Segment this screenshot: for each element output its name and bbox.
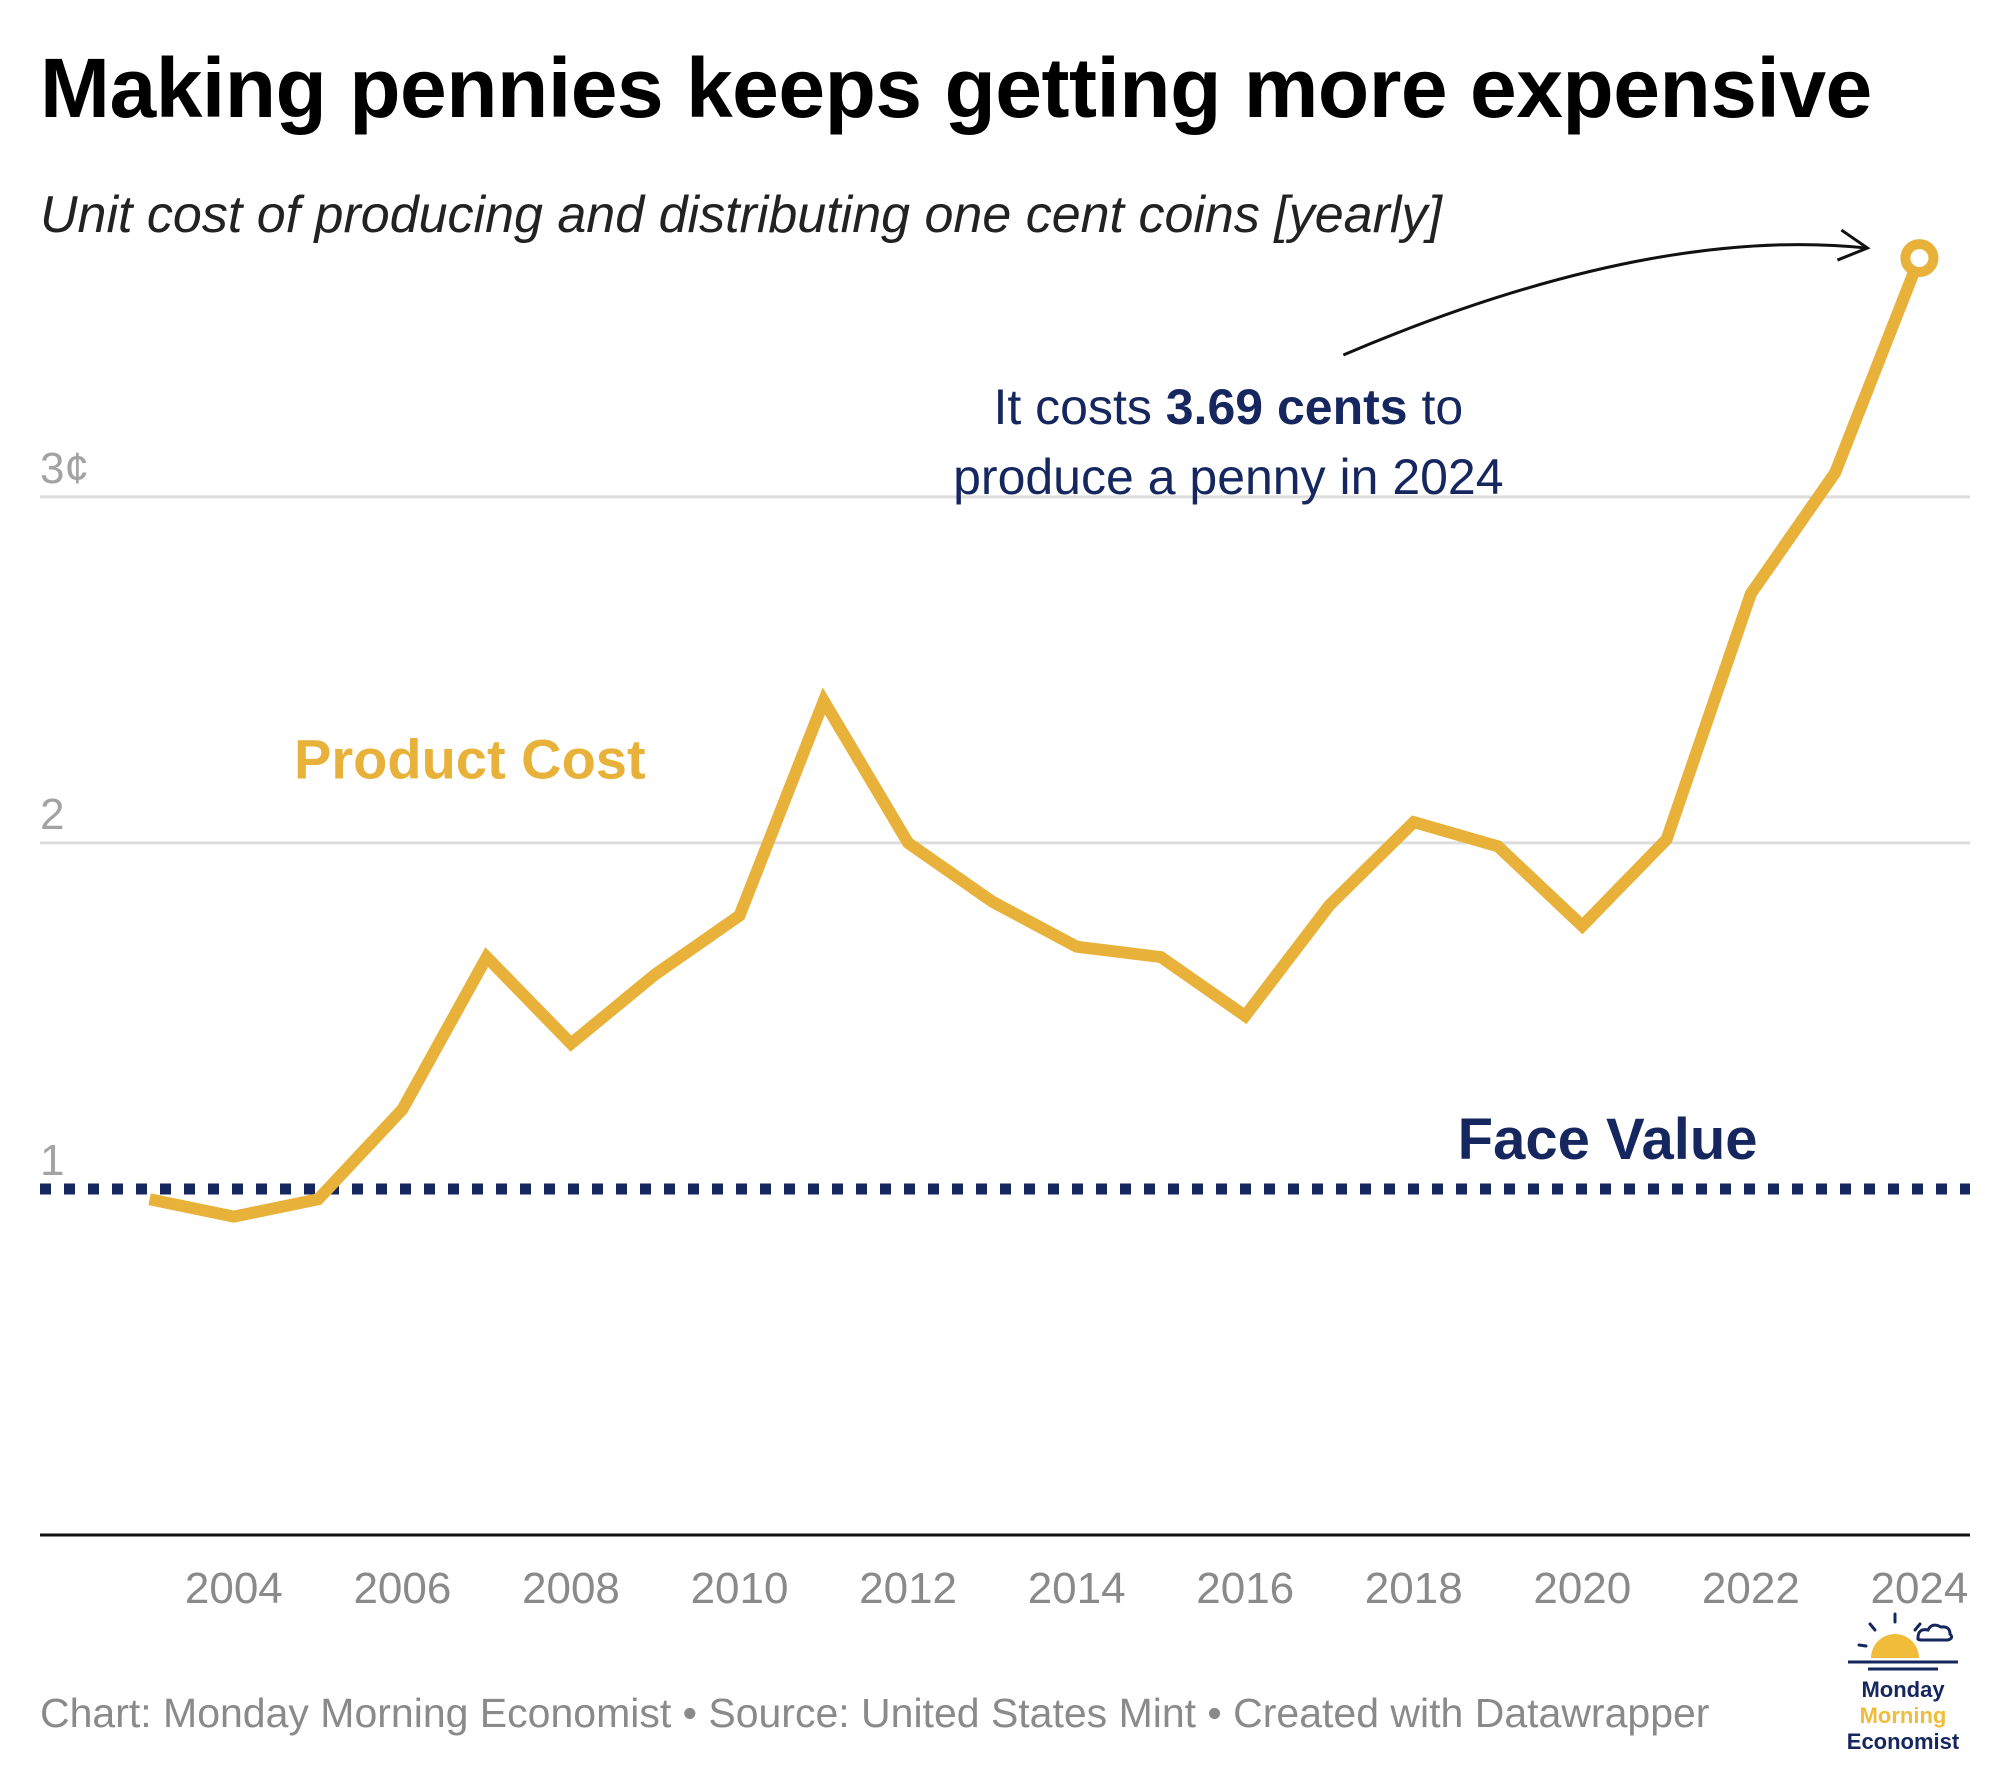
chart-subtitle: Unit cost of producing and distributing … xyxy=(40,186,1442,244)
gridlines xyxy=(40,495,1970,845)
logo-text-economist: Economist xyxy=(1846,1729,1960,1754)
x-tick-label: 2010 xyxy=(691,1564,789,1613)
data-point xyxy=(1492,840,1504,852)
data-point xyxy=(986,896,998,908)
data-point xyxy=(1155,951,1167,963)
data-point xyxy=(902,837,914,849)
annotation-suffix: to xyxy=(1408,379,1464,435)
x-tick-label: 2018 xyxy=(1365,1564,1463,1613)
logo: Monday Morning Economist xyxy=(1838,1612,1968,1755)
data-point xyxy=(481,951,493,963)
x-tick-label: 2020 xyxy=(1533,1564,1631,1613)
x-tick-label: 2008 xyxy=(522,1564,620,1613)
annotation-highlight: 3.69 cents xyxy=(1166,379,1408,435)
x-tick-label: 2022 xyxy=(1702,1564,1800,1613)
x-axis-tick-labels: 2004 2006 2008 2010 2012 2014 2016 2018 2020 2022… xyxy=(185,1564,1968,1613)
data-point xyxy=(396,1103,408,1115)
y-axis-tick-labels: 1 2 3¢ xyxy=(40,444,89,1185)
data-point xyxy=(565,1038,577,1050)
x-tick-label: 2016 xyxy=(1196,1564,1294,1613)
annotation-text-line1: It costs 3.69 cents to xyxy=(993,379,1463,435)
data-point xyxy=(1408,816,1420,828)
data-point xyxy=(1829,467,1841,479)
logo-text-morning: Morning xyxy=(1859,1703,1947,1728)
x-tick-label: 2024 xyxy=(1870,1564,1968,1613)
y-tick-label: 3¢ xyxy=(40,444,89,493)
annotation-arrow xyxy=(1342,243,1868,357)
annotation-text-line2: produce a penny in 2024 xyxy=(953,449,1503,505)
y-tick-label: 2 xyxy=(40,790,64,839)
x-tick-label: 2006 xyxy=(353,1564,451,1613)
chart-footer: Chart: Monday Morning Economist • Source… xyxy=(40,1690,1710,1736)
logo-text-monday: Monday xyxy=(1861,1677,1945,1702)
sun-cloud-icon xyxy=(1848,1612,1958,1671)
data-point xyxy=(1576,920,1588,932)
data-point xyxy=(649,968,661,980)
x-tick-label: 2012 xyxy=(859,1564,957,1613)
data-point xyxy=(1239,1010,1251,1022)
data-point xyxy=(228,1211,240,1223)
y-tick-label: 1 xyxy=(40,1136,64,1185)
x-tick-label: 2004 xyxy=(185,1564,283,1613)
annotation-prefix: It costs xyxy=(993,379,1165,435)
data-point xyxy=(818,695,830,707)
data-point xyxy=(1745,588,1757,600)
data-point xyxy=(1323,899,1335,911)
data-point xyxy=(1661,833,1673,845)
data-point xyxy=(1071,941,1083,953)
data-point xyxy=(312,1193,324,1205)
chart-title: Making pennies keeps getting more expens… xyxy=(40,41,1872,135)
data-point xyxy=(144,1193,156,1205)
data-point xyxy=(734,910,746,922)
product-cost-series-line xyxy=(148,255,1925,1223)
x-tick-label: 2014 xyxy=(1028,1564,1126,1613)
last-point-marker xyxy=(1900,239,1939,278)
product-cost-series-label: Product Cost xyxy=(294,727,646,790)
face-value-label: Face Value xyxy=(1458,1107,1758,1172)
line-chart: 1 2 3¢ 2004 2006 2008 2010 2012 2014 2016 2018 202… xyxy=(40,228,1970,1613)
annotation-arrowhead xyxy=(1836,228,1871,262)
